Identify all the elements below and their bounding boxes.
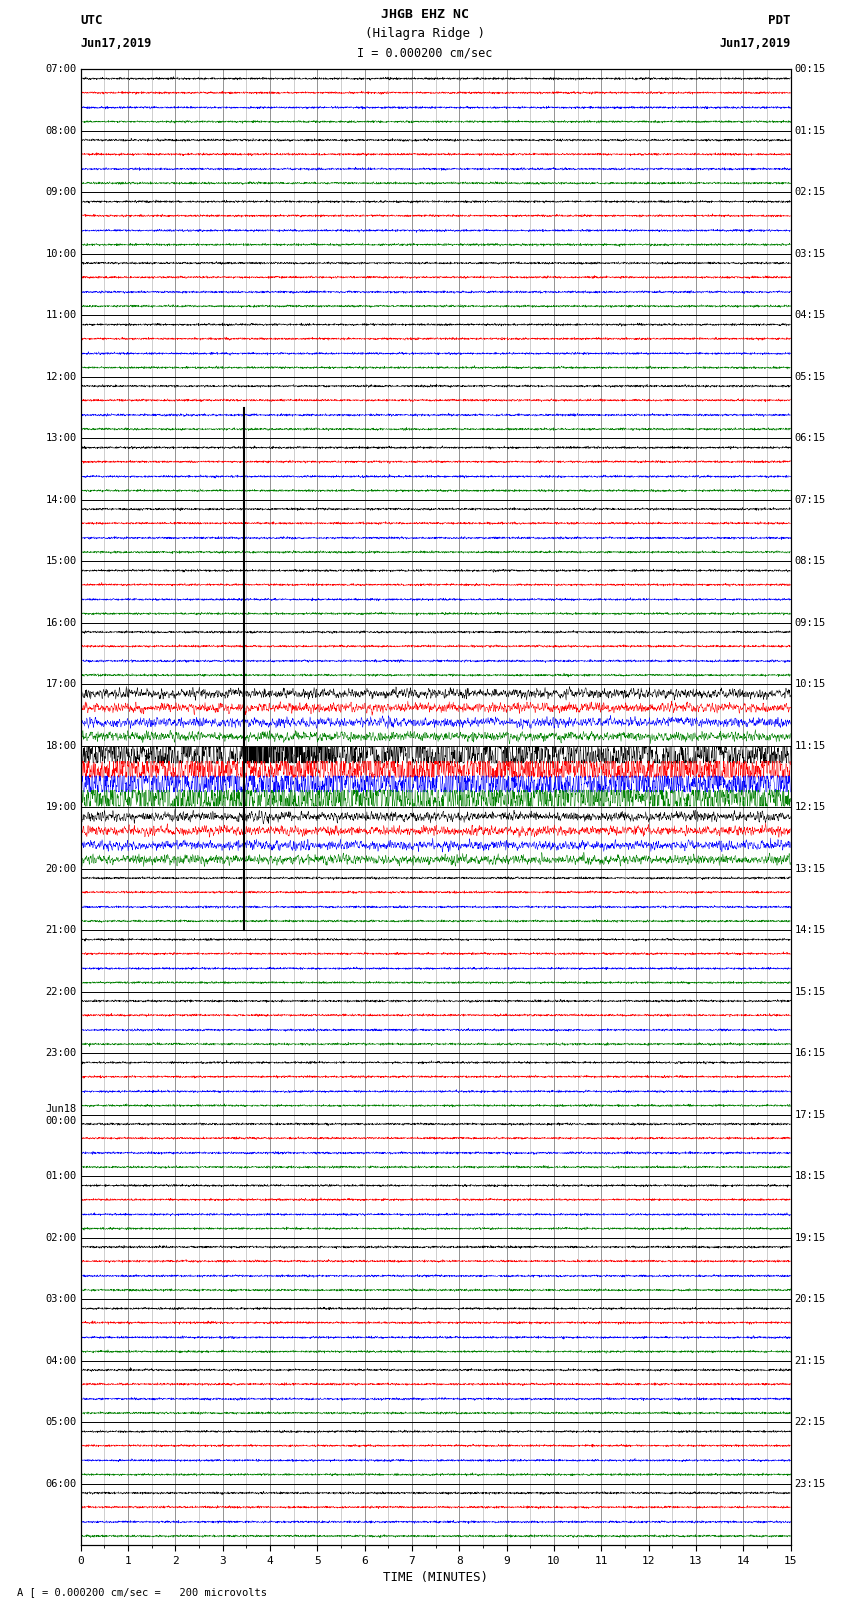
Text: PDT: PDT bbox=[768, 15, 790, 27]
X-axis label: TIME (MINUTES): TIME (MINUTES) bbox=[383, 1571, 488, 1584]
Text: Jun17,2019: Jun17,2019 bbox=[81, 37, 152, 50]
Text: JHGB EHZ NC: JHGB EHZ NC bbox=[381, 8, 469, 21]
Text: UTC: UTC bbox=[81, 15, 103, 27]
Text: I = 0.000200 cm/sec: I = 0.000200 cm/sec bbox=[357, 47, 493, 60]
Text: (Hilagra Ridge ): (Hilagra Ridge ) bbox=[365, 27, 485, 40]
Text: A [ = 0.000200 cm/sec =   200 microvolts: A [ = 0.000200 cm/sec = 200 microvolts bbox=[17, 1587, 267, 1597]
Text: Jun17,2019: Jun17,2019 bbox=[719, 37, 791, 50]
